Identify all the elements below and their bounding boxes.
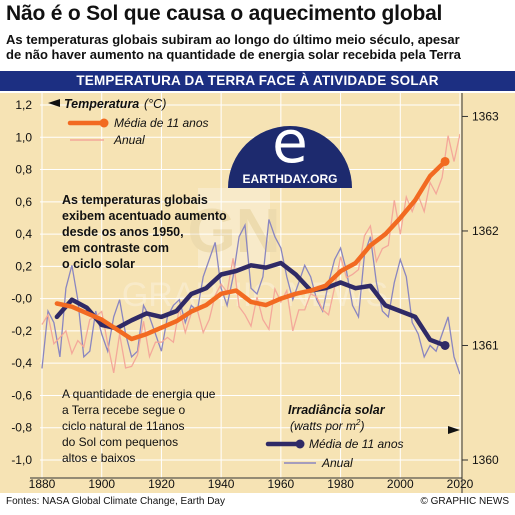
x-axis: 1880 1900 1920 1940 1960 1980 2000 2020 bbox=[29, 477, 474, 491]
source-note: Fontes: NASA Global Climate Change, Eart… bbox=[6, 496, 225, 507]
solar-note-line-4: do Sol com pequenos bbox=[62, 435, 178, 449]
left-tick-label: 1,0 bbox=[15, 130, 32, 144]
legend-solar-annual-label: Anual bbox=[321, 456, 353, 470]
banner: TEMPERATURA DA TERRA FACE À ATIVIDADE SO… bbox=[0, 71, 515, 91]
right-tick-label: 1360 bbox=[472, 453, 499, 467]
legend-temperature: Temperatura (°C) Média de 11 anos Anual bbox=[48, 97, 209, 147]
credit: © GRAPHIC NEWS bbox=[420, 496, 510, 507]
right-tick-label: 1363 bbox=[472, 109, 499, 123]
watermark-logo-block bbox=[198, 188, 270, 268]
left-tick-label: -1,0 bbox=[11, 453, 32, 467]
subtitle-line-2: de não haver aumento na quantidade de en… bbox=[6, 47, 461, 62]
left-tick-label: -0,4 bbox=[11, 356, 32, 370]
earthday-e-logo-icon: e bbox=[272, 108, 308, 176]
right-axis: 1363 1362 1361 1360 bbox=[462, 109, 499, 467]
left-tick-label: 0,8 bbox=[15, 163, 32, 177]
annotation-solar: A quantidade de energia que a Terra rece… bbox=[62, 387, 216, 465]
plot-area bbox=[41, 133, 460, 375]
legend-temp-unit: (°C) bbox=[144, 97, 166, 111]
left-axis: 1,2 1,0 0,8 0,6 0,4 0,2 -0,0 -0,2 -0,4 -0,6 -0,8 -1… bbox=[11, 98, 32, 467]
annotation-temperature: As temperaturas globais exibem acentuado… bbox=[62, 193, 227, 271]
x-tick-label: 1900 bbox=[88, 477, 115, 491]
series-temp-avg bbox=[54, 159, 448, 342]
x-tick-label: 2000 bbox=[387, 477, 414, 491]
solar-note-line-5: altos e baixos bbox=[62, 451, 135, 465]
temp-note-line-4: em contraste com bbox=[62, 241, 169, 255]
series-solar-avg-end-dot bbox=[440, 340, 450, 350]
left-tick-label: -0,2 bbox=[11, 324, 32, 338]
left-axis-arrow-icon bbox=[48, 99, 60, 107]
left-tick-label: 0,2 bbox=[15, 259, 32, 273]
earthday-logo: e EARTHDAY.ORG bbox=[228, 108, 352, 188]
solar-note-line-2: a Terra recebe segue o bbox=[62, 403, 186, 417]
legend-solar: Irradiância solar (watts por m2) Média d… bbox=[265, 403, 460, 470]
left-tick-label: -0,8 bbox=[11, 421, 32, 435]
temp-note-line-2: exibem acentuado aumento bbox=[62, 209, 227, 223]
solar-note-line-1: A quantidade de energia que bbox=[62, 387, 216, 401]
right-tick-label: 1362 bbox=[472, 224, 499, 238]
left-tick-label: 0,6 bbox=[15, 195, 32, 209]
legend-solar-unit: (watts por m2) bbox=[290, 418, 364, 433]
x-tick-label: 1960 bbox=[268, 477, 295, 491]
series-temp-avg-end-dot bbox=[440, 156, 450, 166]
subtitle-line-1: As temperaturas globais subiram ao longo… bbox=[6, 32, 460, 47]
x-tick-label: 2020 bbox=[447, 477, 474, 491]
x-tick-label: 1940 bbox=[208, 477, 235, 491]
solar-note-line-3: ciclo natural de 11anos bbox=[62, 419, 185, 433]
x-tick-label: 1920 bbox=[148, 477, 175, 491]
legend-solar-title: Irradiância solar bbox=[288, 403, 386, 417]
temp-note-line-1: As temperaturas globais bbox=[62, 193, 208, 207]
temp-note-line-5: o ciclo solar bbox=[62, 257, 135, 271]
left-tick-label: 1,2 bbox=[15, 98, 32, 112]
left-tick-label: -0,0 bbox=[11, 292, 32, 306]
x-tick-label: 1980 bbox=[327, 477, 354, 491]
chart-subtitle: As temperaturas globais subiram ao longo… bbox=[6, 32, 511, 62]
earthday-logo-text: EARTHDAY.ORG bbox=[243, 172, 338, 186]
legend-temp-avg-dot bbox=[99, 118, 109, 128]
legend-solar-avg-label: Média de 11 anos bbox=[309, 437, 404, 451]
watermark-logo-glyph: GN bbox=[188, 197, 281, 266]
left-tick-label: -0,6 bbox=[11, 388, 32, 402]
legend-solar-avg-dot bbox=[295, 439, 305, 449]
earthday-logo-dome bbox=[228, 126, 352, 188]
left-tick-label: 0,4 bbox=[15, 227, 32, 241]
legend-temp-title: Temperatura bbox=[64, 97, 139, 111]
right-tick-label: 1361 bbox=[472, 338, 499, 352]
right-axis-arrow-icon bbox=[448, 426, 460, 434]
chart-title: Não é o Sol que causa o aquecimento glob… bbox=[6, 2, 443, 25]
legend-temp-avg-label: Média de 11 anos bbox=[114, 116, 209, 130]
legend-temp-annual-label: Anual bbox=[113, 133, 145, 147]
x-tick-label: 1880 bbox=[29, 477, 56, 491]
temp-note-line-3: desde os anos 1950, bbox=[62, 225, 184, 239]
series-solar-avg bbox=[54, 260, 448, 348]
